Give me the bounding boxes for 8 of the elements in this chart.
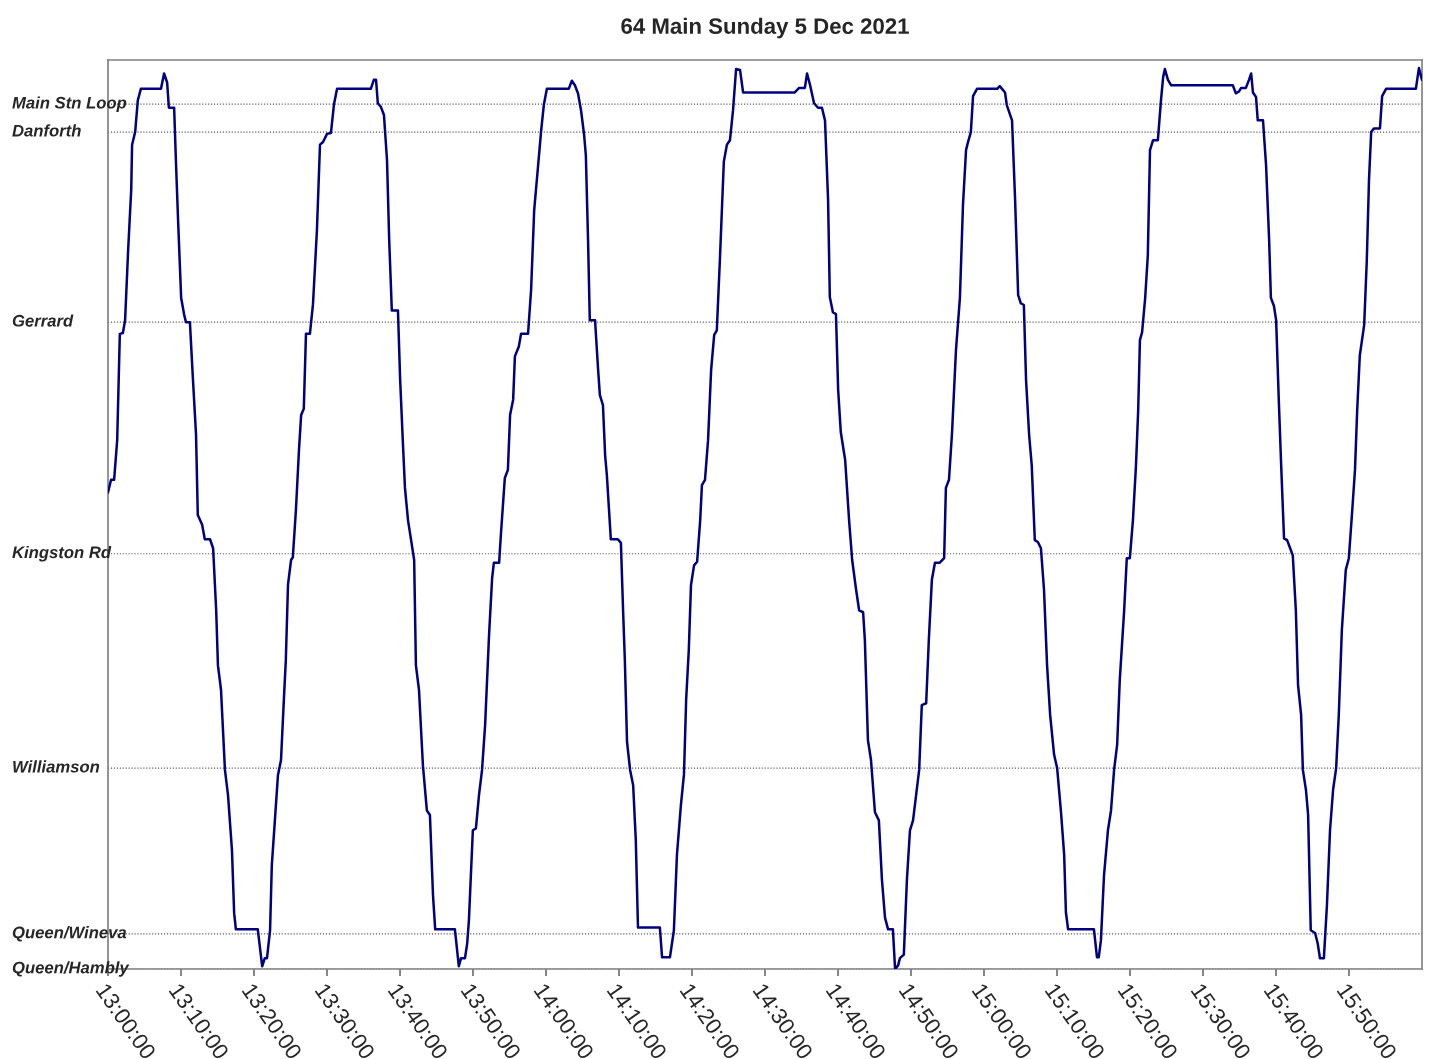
- ref-line-label: Kingston Rd: [12, 545, 112, 562]
- ref-line-label: Main Stn Loop: [12, 96, 127, 112]
- chart-title: 64 Main Sunday 5 Dec 2021: [621, 17, 909, 39]
- ref-line-label: Gerrard: [12, 314, 74, 327]
- ref-line-label: Williamson: [13, 760, 100, 773]
- ref-line-label: Queen/Wineva: [12, 926, 127, 942]
- ref-line-label: Queen/Hambly: [12, 961, 130, 977]
- ref-line-label: Danforth: [12, 124, 81, 137]
